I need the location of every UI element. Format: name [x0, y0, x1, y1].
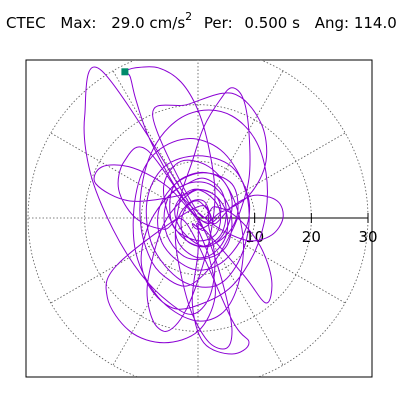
- radial-axis: 10 20 30: [198, 213, 378, 246]
- station-code: CTEC: [6, 14, 46, 32]
- grid-spoke-240: [112, 217, 199, 366]
- orbit-path: [83, 66, 284, 355]
- orbit-trace: [83, 66, 284, 355]
- grid-spoke-210: [50, 217, 199, 304]
- header-readout: CTEC Max: 29.0 cm/s2 Per: 0.500 s Ang: 1…: [6, 10, 397, 38]
- axis-tick-label-30: 30: [358, 228, 377, 246]
- period-label: Per:: [203, 14, 233, 32]
- peak-marker: [121, 68, 129, 76]
- period-value: 0.500 s: [244, 14, 300, 32]
- angle-label: Ang:: [314, 14, 350, 32]
- grid-spoke-150: [50, 132, 199, 219]
- plot-frame: [25, 59, 373, 378]
- axis-tick-label-20: 20: [302, 228, 321, 246]
- angle-value: 114.0: [353, 14, 397, 32]
- max-label: Max:: [60, 14, 97, 32]
- peak-marker-group: [121, 68, 129, 76]
- max-value: 29.0 cm/s: [111, 14, 186, 32]
- max-exponent: 2: [185, 10, 193, 23]
